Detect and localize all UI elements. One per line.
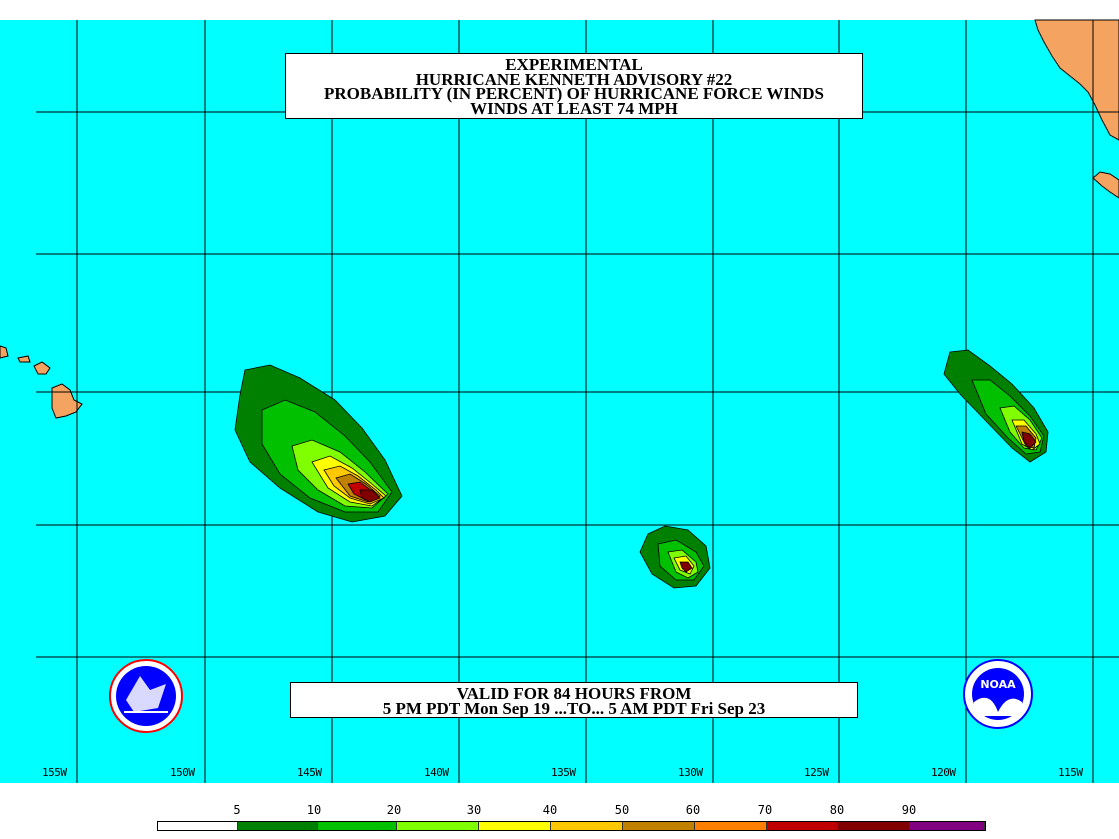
title-line-4: WINDS AT LEAST 74 MPH [470,98,678,118]
lon-label-155w: 155W [42,766,67,779]
legend-color-bar [157,821,986,831]
legend-swatch-9 [838,822,911,830]
legend-swatch-10 [910,822,986,830]
lon-label-135w: 135W [551,766,576,779]
nws-logo [109,659,183,733]
lon-label-150w: 150W [170,766,195,779]
legend-swatch-0 [158,822,238,830]
title-line-1: EXPERIMENTAL [505,55,643,74]
legend-value-30: 30 [466,803,482,817]
legend-value-40: 40 [542,803,558,817]
legend-value-70: 70 [757,803,773,817]
lon-label-120w: 120W [931,766,956,779]
probability-area-west [234,364,403,523]
valid-line-2: 5 PM PDT Mon Sep 19 ...TO... 5 AM PDT Fr… [382,699,766,718]
legend-swatch-5 [551,822,623,830]
oahu [0,345,9,359]
baja-tip [1092,171,1119,199]
ocean-area [0,20,1119,783]
valid-line-1: VALID FOR 84 HOURS FROM [456,684,692,703]
legend-swatch-3 [397,822,480,830]
grid [36,20,1119,783]
molokai [17,355,31,363]
svg-text:NOAA: NOAA [980,678,1016,691]
legend-value-60: 60 [685,803,701,817]
noaa-logo: NOAA [963,659,1033,729]
title-line-2: HURRICANE KENNETH ADVISORY #22 [415,69,733,89]
valid-period-box: VALID FOR 84 HOURS FROM 5 PM PDT Mon Sep… [290,682,858,718]
probability-area-east [943,349,1049,463]
legend-value-50: 50 [614,803,630,817]
lon-label-115w: 115W [1058,766,1083,779]
lon-label-145w: 145W [297,766,322,779]
legend-swatch-8 [766,822,839,830]
legend-value-5: 5 [233,803,241,817]
legend-value-10: 10 [306,803,322,817]
legend-value-20: 20 [386,803,402,817]
legend-swatch-6 [622,822,695,830]
lon-label-125w: 125W [804,766,829,779]
legend-value-80: 80 [829,803,845,817]
legend-swatch-4 [479,822,552,830]
mexico-coast [1034,19,1119,141]
maui [33,361,51,375]
probability-area-central [639,525,711,589]
legend-swatch-1 [237,822,318,830]
title-box: EXPERIMENTAL HURRICANE KENNETH ADVISORY … [285,53,863,119]
legend-swatch-7 [694,822,767,830]
legend-swatch-2 [317,822,398,830]
lon-label-130w: 130W [678,766,703,779]
lon-label-140w: 140W [424,766,449,779]
legend-value-90: 90 [901,803,917,817]
title-line-3: PROBABILITY (IN PERCENT) OF HURRICANE FO… [324,84,824,103]
